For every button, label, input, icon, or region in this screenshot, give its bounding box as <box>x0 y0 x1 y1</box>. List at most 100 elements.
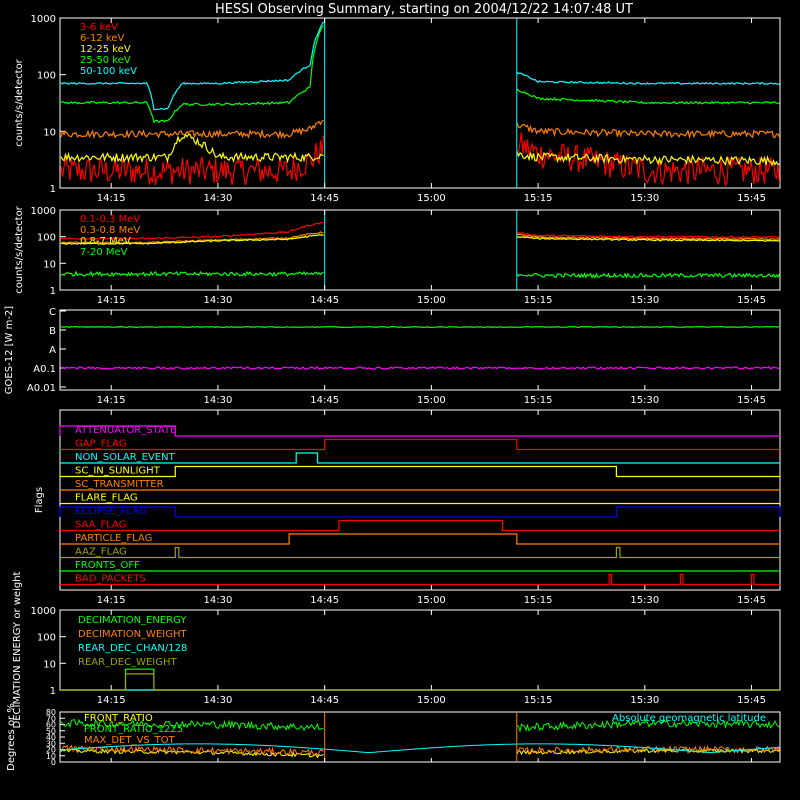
time-tick-label: 15:00 <box>417 395 446 406</box>
series-line <box>60 25 780 124</box>
y-tick-label: B <box>49 326 56 337</box>
y-tick-label: 1000 <box>31 206 56 217</box>
legend-entry: REAR_DEC_CHAN/128 <box>78 643 187 654</box>
series-line <box>60 21 780 111</box>
y-tick-label: A0.1 <box>33 364 56 375</box>
legend-entry: 3-6 keV <box>80 22 118 33</box>
time-tick-label: 15:00 <box>417 595 446 606</box>
flag-label: FLARE_FLAG <box>75 493 138 504</box>
flag-label: ATTENUATOR_STATE <box>75 425 176 436</box>
series-line <box>61 325 780 329</box>
time-tick-label: 14:45 <box>310 193 339 204</box>
panel-frame <box>59 209 781 291</box>
time-tick-label: 14:15 <box>97 695 126 706</box>
time-tick-label: 14:30 <box>204 193 233 204</box>
flag-label: SAA_FLAG <box>75 520 126 531</box>
series-line <box>60 133 780 167</box>
time-tick-label: 15:15 <box>524 395 553 406</box>
time-tick-label: 15:45 <box>737 295 766 306</box>
y-tick-label: 20 <box>46 746 56 755</box>
time-tick-label: 14:45 <box>310 595 339 606</box>
time-tick-label: 15:30 <box>630 595 659 606</box>
y-axis-label: GOES-12 [W m-2] <box>4 306 15 394</box>
legend-entry: 7-20 MeV <box>80 247 128 258</box>
y-tick-label: 100 <box>37 71 56 82</box>
flag-line <box>60 546 780 559</box>
y-axis-label: Degrees or % <box>6 703 17 771</box>
legend-entry: FRONT_RATIO_1225 <box>84 724 183 735</box>
time-tick-label: 14:15 <box>97 595 126 606</box>
flag-line <box>60 452 780 464</box>
series-line <box>60 718 780 733</box>
flag-label: FRONTS_OFF <box>75 560 140 571</box>
y-tick-label: 10 <box>46 752 56 761</box>
panel-frame <box>59 309 781 391</box>
time-tick-label: 14:15 <box>97 193 126 204</box>
flag-line <box>60 438 780 451</box>
time-tick-label: 15:45 <box>737 395 766 406</box>
time-tick-label: 15:15 <box>524 695 553 706</box>
geomagnetic-annotation: Absolute geomagnetic latitude <box>612 713 766 724</box>
flag-label: SC_TRANSMITTER <box>75 479 164 490</box>
y-tick-label: 30 <box>46 739 56 748</box>
flag-label: PARTICLE_FLAG <box>75 533 152 544</box>
time-tick-label: 14:15 <box>97 395 126 406</box>
y-tick-label: 1 <box>50 286 56 297</box>
y-tick-label: 1 <box>50 184 56 195</box>
legend-entry: 0.3-0.8 MeV <box>80 225 140 236</box>
legend-entry: 50-100 keV <box>80 66 137 77</box>
flag-label: AAZ_FLAG <box>75 547 127 558</box>
y-tick-label: 100 <box>37 633 56 644</box>
time-tick-label: 14:45 <box>310 395 339 406</box>
time-tick-label: 15:15 <box>524 193 553 204</box>
series-line <box>60 119 781 140</box>
chart-title: HESSI Observing Summary, starting on 200… <box>215 2 633 17</box>
y-tick-label: 80 <box>46 708 56 717</box>
flag-label: SC_IN_SUNLIGHT <box>75 466 161 477</box>
y-tick-label: A <box>49 345 56 356</box>
legend-entry: FRONT_RATIO <box>84 713 153 724</box>
time-tick-label: 14:45 <box>310 695 339 706</box>
series-line <box>60 270 781 279</box>
time-tick-label: 15:15 <box>524 295 553 306</box>
y-tick-label: 1000 <box>31 14 56 25</box>
flag-line <box>59 425 780 437</box>
y-tick-label: 0 <box>51 758 56 767</box>
y-tick-label: 10 <box>43 127 56 138</box>
flag-label: NON_SOLAR_EVENT <box>75 452 176 463</box>
flag-line <box>60 519 780 532</box>
time-tick-label: 14:15 <box>97 295 126 306</box>
y-tick-label: 1 <box>50 686 56 697</box>
y-axis-label: DECIMATION ENERGY or weight <box>12 571 23 728</box>
time-tick-label: 14:45 <box>310 295 339 306</box>
legend-entry: 0.8-7 MeV <box>80 236 131 247</box>
series-line <box>60 744 780 757</box>
flag-line <box>60 533 780 545</box>
y-tick-label: 10 <box>43 259 56 270</box>
legend-entry: 6-12 keV <box>80 33 124 44</box>
y-tick-label: 10 <box>43 659 56 670</box>
flag-label: GAP_FLAG <box>75 439 127 450</box>
time-tick-label: 14:30 <box>204 395 233 406</box>
time-tick-label: 15:45 <box>737 695 766 706</box>
flag-label: BAD_PACKETS <box>75 574 146 585</box>
legend-entry: REAR_DEC_WEIGHT <box>78 657 177 668</box>
y-tick-label: 70 <box>46 714 56 723</box>
series-line <box>60 234 780 245</box>
time-tick-label: 14:30 <box>204 595 233 606</box>
y-axis-label: counts/s/detector <box>14 205 25 293</box>
time-tick-label: 15:15 <box>524 595 553 606</box>
series-line <box>60 743 780 754</box>
time-tick-label: 15:30 <box>630 395 659 406</box>
panel-frame <box>59 409 781 591</box>
time-tick-label: 14:30 <box>204 695 233 706</box>
legend-entry: MAX_DET_VS_TOT <box>84 735 176 746</box>
time-tick-label: 14:30 <box>204 295 233 306</box>
y-tick-label: 1000 <box>31 606 56 617</box>
flag-line <box>60 573 780 586</box>
y-tick-label: A0.01 <box>27 383 56 394</box>
legend-entry: DECIMATION_WEIGHT <box>78 629 187 640</box>
time-tick-label: 15:30 <box>630 193 659 204</box>
